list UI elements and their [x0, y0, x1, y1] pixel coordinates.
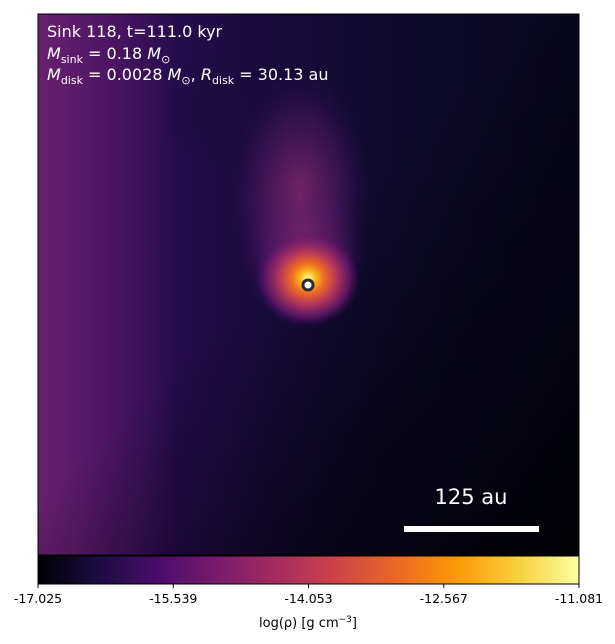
colorbar: [37, 555, 580, 585]
scale-bar-label: 125 au: [435, 485, 508, 509]
disk-properties-line: Mdisk = 0.0028 M⊙, Rdisk = 30.13 au: [47, 65, 329, 87]
colorbar-tick-label: -14.053: [284, 591, 332, 606]
colorbar-ticks: -17.025 -15.539 -14.053 -12.567 -11.081: [14, 584, 603, 606]
colorbar-tick-label: -15.539: [149, 591, 197, 606]
colorbar-tick-label: -11.081: [555, 591, 603, 606]
map-frame: [37, 13, 580, 556]
scale-bar: [404, 526, 539, 532]
sink-info-line: Sink 118, t=111.0 kyr: [47, 22, 223, 41]
colorbar-label: log(ρ) [g cm−3]: [259, 615, 357, 631]
sink-marker: [301, 278, 315, 292]
colorbar-tick-label: -12.567: [420, 591, 468, 606]
sink-mass-line: Msink = 0.18 M⊙: [47, 44, 170, 66]
colorbar-tick-label: -17.025: [14, 591, 62, 606]
